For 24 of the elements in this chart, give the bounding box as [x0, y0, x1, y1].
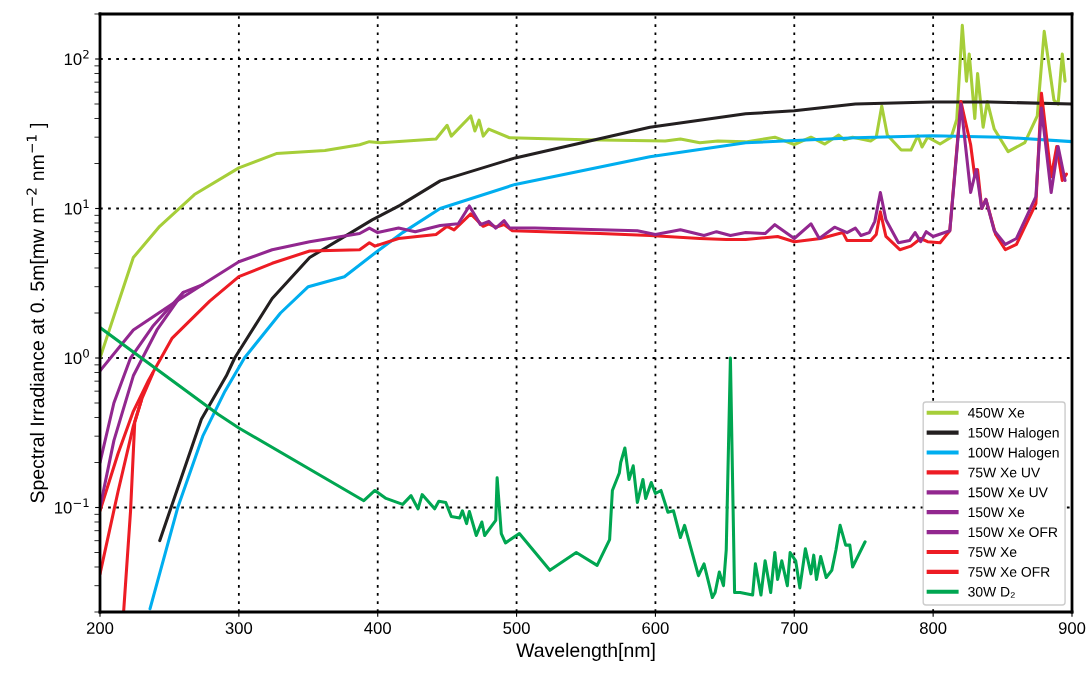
y-axis-title: Spectral Irradiance at 0. 5m[mw m$^{−2}$ nm$^{−1}$ ] — [26, 123, 49, 503]
legend-label: 150W Xe OFR — [968, 527, 1058, 538]
x-tick-label: 400 — [364, 622, 391, 634]
y-tick-label: 10$^{0}$ — [64, 348, 89, 365]
x-tick-label: 600 — [642, 622, 669, 634]
y-tick-label: 10$^{−1}$ — [55, 498, 89, 514]
legend-label: 150W Xe UV — [968, 487, 1048, 498]
y-tick-label: 10$^{2}$ — [64, 49, 89, 66]
x-tick-label: 200 — [86, 622, 114, 634]
legend-label: 100W Halogen — [968, 447, 1059, 461]
legend-label: 75W Xe — [968, 547, 1017, 557]
legend-label: 30W D₂ — [968, 586, 1015, 598]
x-tick-label: 300 — [225, 622, 253, 634]
x-tick-label: 900 — [1058, 622, 1086, 634]
legend-label: 75W Xe UV — [968, 467, 1041, 478]
legend-label: 150W Halogen — [968, 427, 1059, 441]
legend-label: 75W Xe OFR — [968, 567, 1050, 577]
x-tick-label: 500 — [503, 622, 530, 634]
legend-label: 450W Xe — [967, 407, 1025, 418]
legend-label: 150W Xe — [968, 507, 1025, 518]
y-tick-label: 10$^{1}$ — [64, 199, 89, 215]
x-axis-title: Wavelength[nm] — [516, 642, 655, 661]
x-tick-label: 800 — [919, 622, 947, 634]
x-tick-label: 700 — [781, 622, 808, 634]
